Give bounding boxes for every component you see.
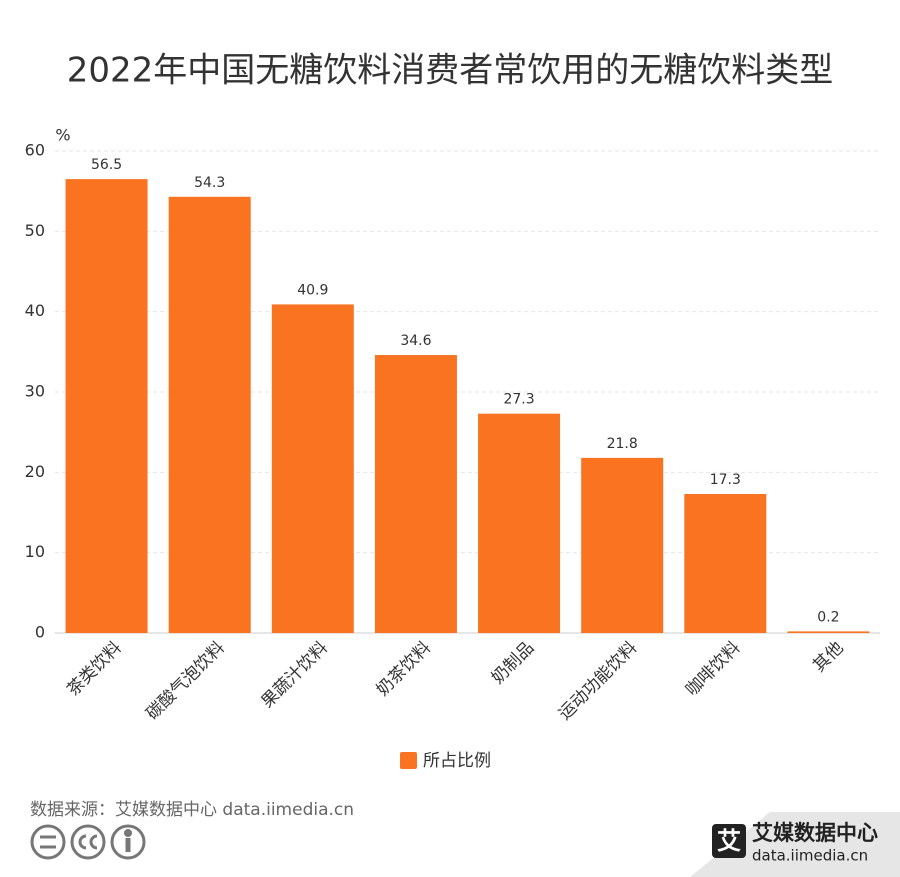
x-tick-label: 咖啡饮料 [682,638,744,700]
bar [65,179,148,633]
bar [581,457,664,633]
y-unit: % [55,126,70,145]
y-tick-label: 0 [35,623,45,642]
x-tick-label: 运动功能饮料 [555,638,641,724]
footer-band [690,812,900,877]
value-label: 27.3 [503,392,534,408]
y-tick-label: 50 [25,221,45,240]
x-tick-label: 果蔬汁饮料 [258,638,332,712]
y-tick-label: 20 [25,462,45,481]
source: 数据来源：艾媒数据中心 data.iimedia.cn [30,800,354,820]
value-label: 0.2 [817,609,839,625]
y-tick-label: 40 [25,301,45,320]
x-tick-label: 奶茶饮料 [373,638,435,700]
x-tick-label: 茶类饮料 [63,638,125,700]
y-tick-label: 10 [25,542,45,561]
x-tick-label: 其他 [809,638,847,676]
bar [478,413,561,633]
value-label: 34.6 [400,333,431,349]
bar [787,631,870,633]
logo-mark: 艾 [717,827,741,855]
x-tick-label: 碳酸气泡饮料 [142,638,228,724]
y-tick-label: 30 [25,382,45,401]
chart-title: 2022年中国无糖饮料消费者常饮用的无糖饮料类型 [67,51,834,91]
value-label: 54.3 [194,175,225,191]
value-label: 17.3 [710,472,741,488]
legend-swatch [400,752,417,769]
legend-label: 所占比例 [423,751,491,771]
logo-box [712,824,746,858]
bar [168,196,251,634]
brand: 艾媒数据中心 [752,821,878,845]
bar [684,494,767,633]
bar [374,355,457,633]
bar [271,304,354,633]
license-icons [30,824,146,860]
brand-url: data.iimedia.cn [752,847,868,865]
value-label: 56.5 [91,157,122,173]
x-tick-label: 奶制品 [488,638,538,688]
value-label: 21.8 [607,436,638,452]
value-label: 40.9 [297,282,328,298]
y-tick-label: 60 [25,141,45,160]
